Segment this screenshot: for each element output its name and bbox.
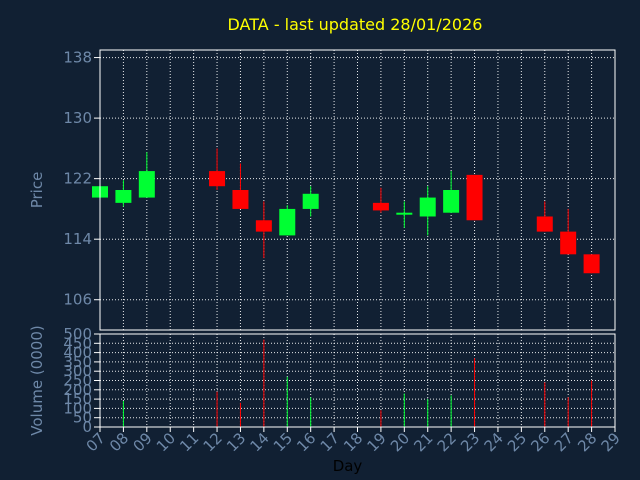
candle-body: [419, 197, 436, 217]
candle-8: [115, 180, 132, 207]
price-axis-label: Price: [28, 172, 46, 209]
candle-body: [583, 254, 600, 274]
x-tick-labels: 0708091011121314151617181920212223242526…: [83, 427, 624, 455]
volume-axis-label: Volume (0000): [28, 325, 46, 435]
volume-tick-label: 200: [63, 381, 92, 399]
candle-28: [583, 254, 600, 274]
volume-tick-label: 450: [63, 334, 92, 352]
candle-12: [209, 148, 226, 190]
volume-tick-label: 400: [63, 344, 92, 362]
candle-22: [443, 171, 460, 213]
candle-body: [115, 190, 132, 203]
candle-13: [232, 163, 249, 209]
volume-tick-label: 300: [63, 362, 92, 380]
price-frame: [99, 49, 616, 331]
candle-27: [560, 208, 577, 255]
candle-body: [396, 212, 413, 215]
candle-body: [138, 171, 155, 198]
x-axis-label: Day: [333, 457, 363, 475]
candle-15: [279, 205, 296, 236]
volume-tick-label: 100: [63, 399, 92, 417]
volume-tick-label: 0: [82, 418, 92, 436]
price-candles: [92, 148, 600, 274]
candle-body: [255, 220, 272, 232]
candle-body: [466, 174, 483, 221]
candle-26: [536, 201, 553, 232]
price-tick-label: 114: [63, 230, 92, 248]
price-tick-label: 122: [63, 170, 92, 188]
candle-23: [466, 174, 483, 221]
candle-body: [372, 202, 389, 211]
candle-body: [302, 193, 319, 209]
candle-19: [372, 187, 389, 213]
candle-body: [443, 190, 460, 213]
candle-body: [536, 216, 553, 232]
candle-body: [232, 190, 249, 209]
volume-tick-label: 150: [63, 390, 92, 408]
candle-body: [209, 171, 226, 187]
candle-body: [279, 208, 296, 236]
volume-bars: [99, 339, 593, 427]
candle-14: [255, 201, 272, 259]
price-tick-label: 106: [63, 291, 92, 309]
candle-21: [419, 186, 436, 236]
price-tick-label: 130: [63, 109, 92, 127]
candle-20: [396, 201, 413, 228]
volume-tick-label: 350: [63, 353, 92, 371]
volume-tick-label: 500: [63, 325, 92, 343]
candle-body: [560, 231, 577, 255]
chart-title: DATA - last updated 28/01/2026: [228, 15, 483, 34]
price-grid: [100, 50, 615, 330]
volume-tick-label: 250: [63, 372, 92, 390]
price-panel: 106 114 122 130 138 Price: [28, 49, 616, 331]
price-tick-label: 138: [63, 49, 92, 67]
price-tick-labels: 106 114 122 130 138: [63, 49, 100, 309]
volume-tick-label: 50: [73, 409, 92, 427]
candle-9: [138, 152, 155, 198]
candle-16: [302, 186, 319, 217]
